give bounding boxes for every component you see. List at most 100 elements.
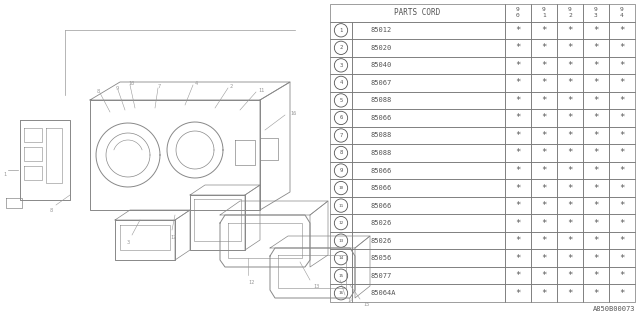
Text: 85040: 85040 [371,62,392,68]
Bar [330,74,352,92]
Text: *: * [567,254,573,263]
Bar [531,57,557,74]
Bar [609,4,635,21]
Bar [531,232,557,249]
Text: 85088: 85088 [371,97,392,103]
Text: *: * [620,114,625,123]
Text: *: * [515,148,521,157]
Bar [330,144,352,162]
Bar [352,21,505,39]
Text: 85012: 85012 [371,27,392,33]
Text: *: * [515,26,521,35]
Bar [505,4,531,21]
Bar [557,39,583,57]
Text: 9
4: 9 4 [620,7,624,18]
Text: *: * [541,148,547,157]
Bar [505,197,531,214]
Text: *: * [620,201,625,210]
Bar [583,144,609,162]
Text: 4: 4 [339,80,342,85]
Text: *: * [593,96,598,105]
Bar [352,162,505,179]
Bar [609,267,635,284]
Text: *: * [515,43,521,52]
Text: *: * [541,271,547,280]
Bar [557,267,583,284]
Text: 9: 9 [116,86,119,91]
Bar [531,92,557,109]
Text: *: * [567,289,573,298]
Text: *: * [567,219,573,228]
Bar [557,4,583,21]
Bar [531,267,557,284]
Text: 2: 2 [339,45,342,50]
Text: *: * [515,219,521,228]
Bar [609,179,635,197]
Text: *: * [620,219,625,228]
Bar [505,267,531,284]
Bar [583,21,609,39]
Text: *: * [567,184,573,193]
Text: *: * [567,148,573,157]
Text: 5: 5 [339,98,342,103]
Bar [557,144,583,162]
Bar [505,109,531,127]
Bar [609,249,635,267]
Text: 13: 13 [313,284,319,289]
Text: *: * [541,201,547,210]
Text: *: * [541,61,547,70]
Text: 13: 13 [339,239,344,243]
Bar [330,109,352,127]
Text: *: * [541,184,547,193]
Text: 15: 15 [339,274,344,278]
Text: 85064A: 85064A [371,290,396,296]
Text: 8: 8 [50,208,53,213]
Text: *: * [620,26,625,35]
Text: *: * [567,131,573,140]
Bar [583,4,609,21]
Bar [352,144,505,162]
Text: 85067: 85067 [371,80,392,86]
Bar [531,284,557,302]
Bar [352,179,505,197]
Text: 9
0: 9 0 [516,7,520,18]
Bar [330,214,352,232]
Text: *: * [567,236,573,245]
Text: 4: 4 [195,81,198,86]
Bar [330,4,505,21]
Text: *: * [620,184,625,193]
Bar [505,214,531,232]
Text: *: * [593,166,598,175]
Text: 85026: 85026 [371,220,392,226]
Bar [352,74,505,92]
Text: *: * [515,254,521,263]
Text: 85066: 85066 [371,115,392,121]
Bar [557,284,583,302]
Bar [609,21,635,39]
Bar [505,74,531,92]
Bar [505,232,531,249]
Text: 8: 8 [97,89,100,94]
Bar [583,57,609,74]
Text: 9: 9 [339,168,342,173]
Text: *: * [515,236,521,245]
Bar [330,127,352,144]
Text: A850B00073: A850B00073 [593,306,635,312]
Bar [352,127,505,144]
Bar [352,57,505,74]
Bar [330,232,352,249]
Text: *: * [620,96,625,105]
Text: *: * [567,271,573,280]
Bar [531,127,557,144]
Text: *: * [593,201,598,210]
Bar [352,109,505,127]
Text: *: * [515,114,521,123]
Text: 11: 11 [258,88,264,93]
Text: 1: 1 [339,28,342,33]
Text: 85026: 85026 [371,238,392,244]
Bar [557,109,583,127]
Bar [505,57,531,74]
Bar [609,74,635,92]
Bar [505,144,531,162]
Bar [557,249,583,267]
